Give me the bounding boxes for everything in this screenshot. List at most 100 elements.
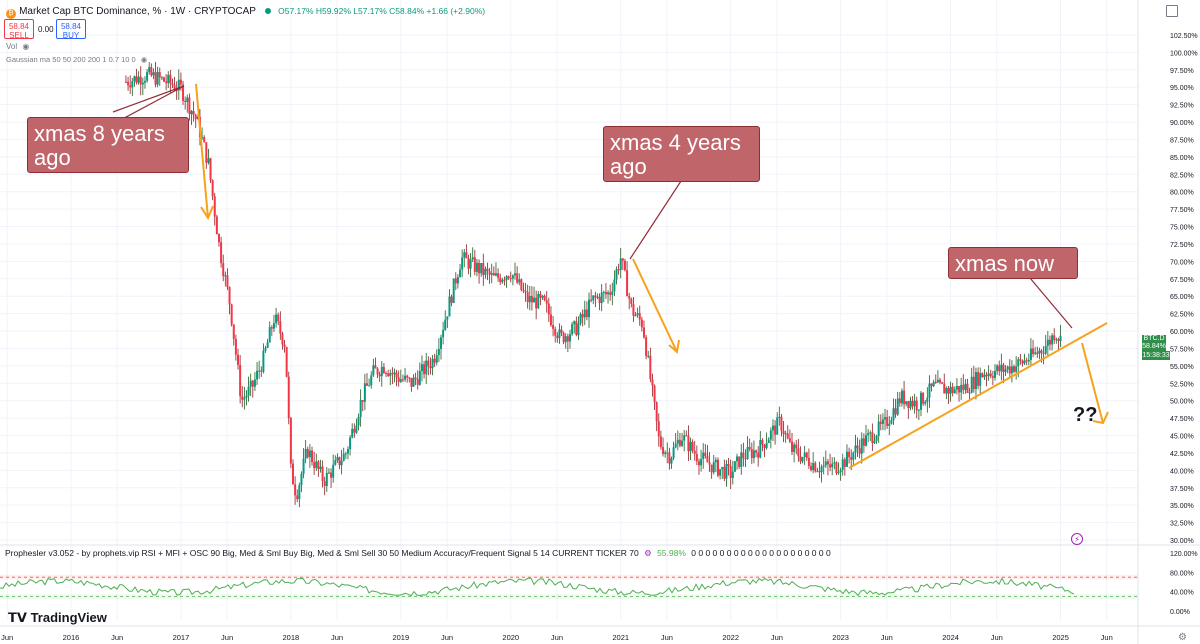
candle-body: [359, 400, 362, 417]
candle-body: [996, 365, 999, 371]
candle-body: [332, 464, 335, 478]
vol-legend[interactable]: Vol ◉: [6, 42, 29, 51]
y-tick-label: 100.00%: [1170, 50, 1198, 57]
candle-body: [461, 257, 464, 270]
x-tick-label: 2021: [612, 633, 629, 642]
y-tick-label: 50.00%: [1170, 399, 1194, 406]
candle-body: [1010, 366, 1013, 374]
candle-body: [697, 461, 700, 466]
tradingview-logo[interactable]: 𝗧𝗩 TradingView: [8, 610, 107, 626]
candle-body: [807, 457, 810, 467]
candle-body: [220, 242, 223, 264]
support-trendline[interactable]: [848, 322, 1108, 469]
candle-body: [763, 444, 766, 449]
candle-body: [867, 433, 870, 436]
candle-body: [881, 419, 884, 424]
candle-body: [670, 458, 673, 464]
candle-body: [372, 365, 375, 376]
candle-body: [941, 382, 944, 384]
candle-body: [659, 436, 662, 448]
candle-body: [1034, 352, 1037, 354]
indicator-settings-icon[interactable]: ⚙: [644, 548, 652, 558]
eye-icon[interactable]: ◉: [22, 42, 30, 51]
candle-body: [782, 430, 785, 435]
candle-body: [645, 337, 648, 357]
candle-body: [418, 371, 421, 385]
candle-body: [1029, 348, 1032, 360]
candle-body: [533, 297, 536, 303]
indicator-legend[interactable]: Prophesler v3.052 - by prophets.vip RSI …: [5, 548, 831, 559]
symbol-title[interactable]: Market Cap BTC Dominance, % · 1W · CRYPT…: [19, 6, 256, 17]
candle-body: [501, 279, 504, 283]
candle-body: [482, 262, 485, 275]
candle-body: [194, 115, 197, 120]
candle-body: [687, 435, 690, 452]
buy-button[interactable]: 58.84 BUY: [56, 19, 86, 40]
drop-arrow-2021[interactable]: [632, 258, 678, 353]
candle-body: [647, 355, 650, 357]
candle-body: [177, 79, 180, 91]
spread-value: 0.00: [38, 25, 54, 34]
candle-body: [871, 432, 874, 443]
y-tick-label: 42.50%: [1170, 451, 1194, 458]
candle-body: [826, 461, 829, 465]
candle-body: [966, 383, 969, 393]
candle-body: [1013, 366, 1016, 372]
candle-body: [615, 269, 618, 280]
candle-body: [302, 458, 305, 474]
candle-body: [865, 435, 868, 446]
candle-body: [1002, 364, 1005, 372]
timezone-gear-icon[interactable]: ⚙: [1178, 632, 1187, 643]
candle-body: [431, 358, 434, 369]
candle-body: [839, 469, 842, 473]
trendline-xmas-8y[interactable]: [112, 85, 185, 113]
candle-body: [905, 401, 908, 405]
candle-body: [1036, 352, 1039, 354]
candle-body: [294, 484, 297, 496]
candle-body: [958, 386, 961, 393]
candle-body: [480, 262, 483, 274]
alert-bolt-icon[interactable]: [1071, 533, 1083, 545]
candle-body: [915, 400, 918, 411]
osc-band: [0, 594, 1138, 599]
callout-xmas-4-years[interactable]: xmas 4 years ago: [603, 126, 760, 182]
candle-body: [685, 435, 688, 437]
candle-body: [594, 295, 597, 298]
candle-body: [712, 462, 715, 473]
symbol-header[interactable]: ₿ Market Cap BTC Dominance, % · 1W · CRY…: [6, 5, 485, 19]
eye-icon[interactable]: ◉: [140, 55, 148, 64]
candle-body: [127, 81, 130, 86]
candle-body: [668, 452, 671, 464]
candle-body: [1046, 339, 1049, 346]
candle-body: [203, 137, 206, 143]
candle-body: [993, 370, 996, 378]
projection-arrow[interactable]: [1081, 342, 1104, 424]
candle-body: [192, 111, 195, 116]
candle-body: [850, 457, 853, 460]
candle-body: [831, 463, 834, 468]
candle-body: [446, 316, 449, 320]
candle-body: [706, 456, 709, 463]
candle-body: [676, 439, 679, 444]
candle-body: [590, 299, 593, 301]
ma-legend[interactable]: Gaussian ma 50 50 200 200 1 0.7 10 0 ◉: [6, 55, 147, 64]
candle-body: [818, 471, 821, 473]
candle-body: [556, 335, 559, 339]
callout-xmas-8-years[interactable]: xmas 8 years ago: [27, 117, 189, 173]
candle-body: [186, 97, 189, 102]
pointer-xmas-4y: [629, 177, 684, 260]
candle-body: [719, 469, 722, 476]
sell-button[interactable]: 58.84 SELL: [4, 19, 34, 40]
candle-body: [985, 374, 988, 377]
candle-body: [258, 370, 261, 372]
settings-icon[interactable]: [1166, 5, 1178, 17]
callout-xmas-now[interactable]: xmas now: [948, 247, 1078, 279]
pointer-xmas-now: [1029, 277, 1073, 329]
x-tick-label: 2024: [942, 633, 959, 642]
drop-arrow-2017[interactable]: [195, 83, 209, 219]
drop-arrow-2017-head: [200, 205, 214, 221]
y-tick-label: 65.00%: [1170, 294, 1194, 301]
candle-body: [1025, 360, 1028, 362]
